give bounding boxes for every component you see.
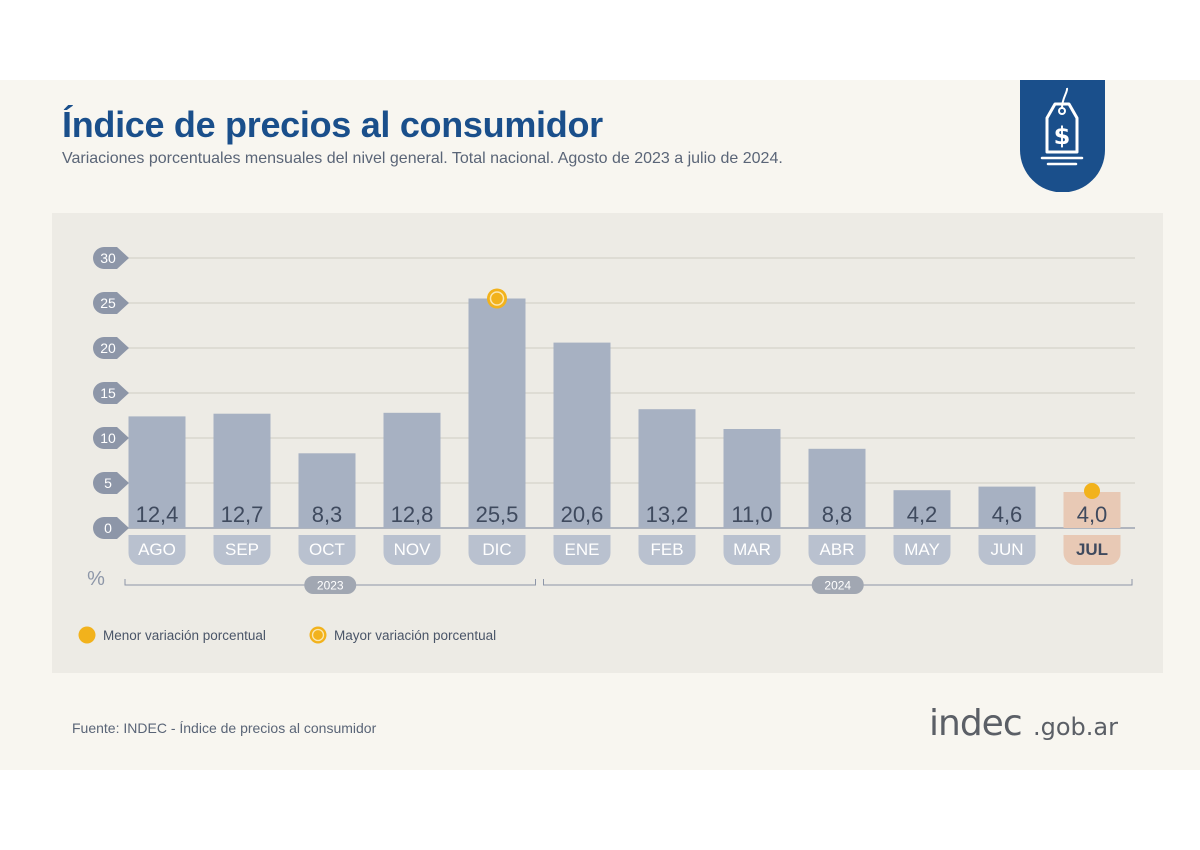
value-label: 8,3: [312, 502, 343, 527]
chart-panel: 0 5 10 15 20 25 30% 12,4 AGO 12,7 SEP 8,3 OCT 12,8 NOV…: [52, 213, 1163, 673]
value-label: 20,6: [561, 502, 604, 527]
y-tick-pill: [93, 517, 129, 539]
value-label: 4,6: [992, 502, 1023, 527]
month-pill: [213, 535, 271, 565]
x-tick-label: SEP: [225, 540, 259, 559]
price-tag-badge: $: [1020, 80, 1105, 193]
month-pill: [383, 535, 441, 565]
dollar-sign: $: [1054, 122, 1071, 150]
bar-mar: [723, 429, 781, 528]
logo-domain: .gob.ar: [1033, 713, 1118, 741]
y-tick-label: 25: [100, 295, 116, 311]
y-tick-pill: [93, 292, 129, 314]
page-subtitle: Variaciones porcentuales mensuales del n…: [62, 150, 783, 167]
month-pill: [638, 535, 696, 565]
y-tick-pill: [93, 337, 129, 359]
min-marker: [1084, 483, 1100, 499]
x-tick-label: ENE: [565, 540, 600, 559]
indec-logo: indec .gob.ar: [929, 700, 1129, 753]
year-label: 2024: [824, 579, 851, 593]
x-tick-label: ABR: [820, 540, 855, 559]
value-label: 13,2: [646, 502, 689, 527]
bar-feb: [638, 409, 696, 528]
x-tick-label: DIC: [482, 540, 511, 559]
value-label: 12,4: [136, 502, 179, 527]
y-axis-unit: %: [87, 568, 105, 590]
value-label: 11,0: [731, 502, 772, 527]
y-tick-pill: [93, 382, 129, 404]
value-label: 25,5: [476, 502, 519, 527]
x-tick-label: OCT: [309, 540, 345, 559]
bar-oct: [298, 453, 356, 528]
y-tick-pill: [93, 472, 129, 494]
year-pill: [811, 576, 864, 594]
bar-jun: [978, 486, 1036, 528]
year-label: 2023: [317, 579, 344, 593]
x-tick-label: JUN: [990, 540, 1023, 559]
legend-max-label: Mayor variación porcentual: [334, 628, 496, 643]
value-label: 4,0: [1077, 502, 1108, 527]
x-tick-label: NOV: [394, 540, 432, 559]
x-tick-label: JUL: [1076, 540, 1108, 559]
value-label: 12,7: [221, 502, 264, 527]
month-pill: [808, 535, 866, 565]
x-tick-label: AGO: [138, 540, 176, 559]
y-tick-pill: [93, 427, 129, 449]
month-pill: [723, 535, 781, 565]
max-marker-ring: [489, 291, 505, 306]
y-tick-label: 20: [100, 340, 116, 356]
y-tick-label: 10: [100, 430, 116, 446]
month-pill: [468, 535, 526, 565]
month-pill: [978, 535, 1036, 565]
y-tick-pill: [93, 247, 129, 269]
ipc-bar-chart: 0 5 10 15 20 25 30% 12,4 AGO 12,7 SEP 8,3 OCT 12,8 NOV…: [78, 247, 1135, 644]
value-label: 4,2: [907, 502, 938, 527]
y-tick-label: 15: [100, 385, 116, 401]
legend-max-ring: [311, 628, 325, 642]
price-tag-dollar-icon: $: [1040, 87, 1084, 166]
month-pill: [1063, 535, 1121, 565]
x-tick-label: FEB: [650, 540, 683, 559]
bar-sep: [213, 413, 271, 528]
year-pill: [304, 576, 357, 594]
y-tick-label: 30: [100, 250, 116, 266]
month-pill: [553, 535, 611, 565]
x-tick-label: MAY: [904, 540, 940, 559]
y-tick-label: 0: [104, 520, 112, 536]
month-pill: [893, 535, 951, 565]
legend-min-label: Menor variación porcentual: [103, 628, 266, 643]
bar-abr: [808, 448, 866, 528]
bar-ago: [128, 416, 186, 528]
source-note: Fuente: INDEC - Índice de precios al con…: [72, 720, 377, 736]
value-label: 8,8: [822, 502, 853, 527]
bar-nov: [383, 412, 441, 528]
x-tick-label: MAR: [733, 540, 771, 559]
month-pill: [128, 535, 186, 565]
y-tick-label: 5: [104, 475, 112, 491]
legend-min-marker: [78, 626, 96, 644]
bar-ene: [553, 342, 611, 528]
page-title: Índice de precios al consumidor: [62, 104, 603, 145]
month-pill: [298, 535, 356, 565]
logo-text: indec: [929, 703, 1022, 744]
bar-dic: [468, 298, 526, 528]
value-label: 12,8: [391, 502, 434, 527]
bar-may: [893, 490, 951, 528]
